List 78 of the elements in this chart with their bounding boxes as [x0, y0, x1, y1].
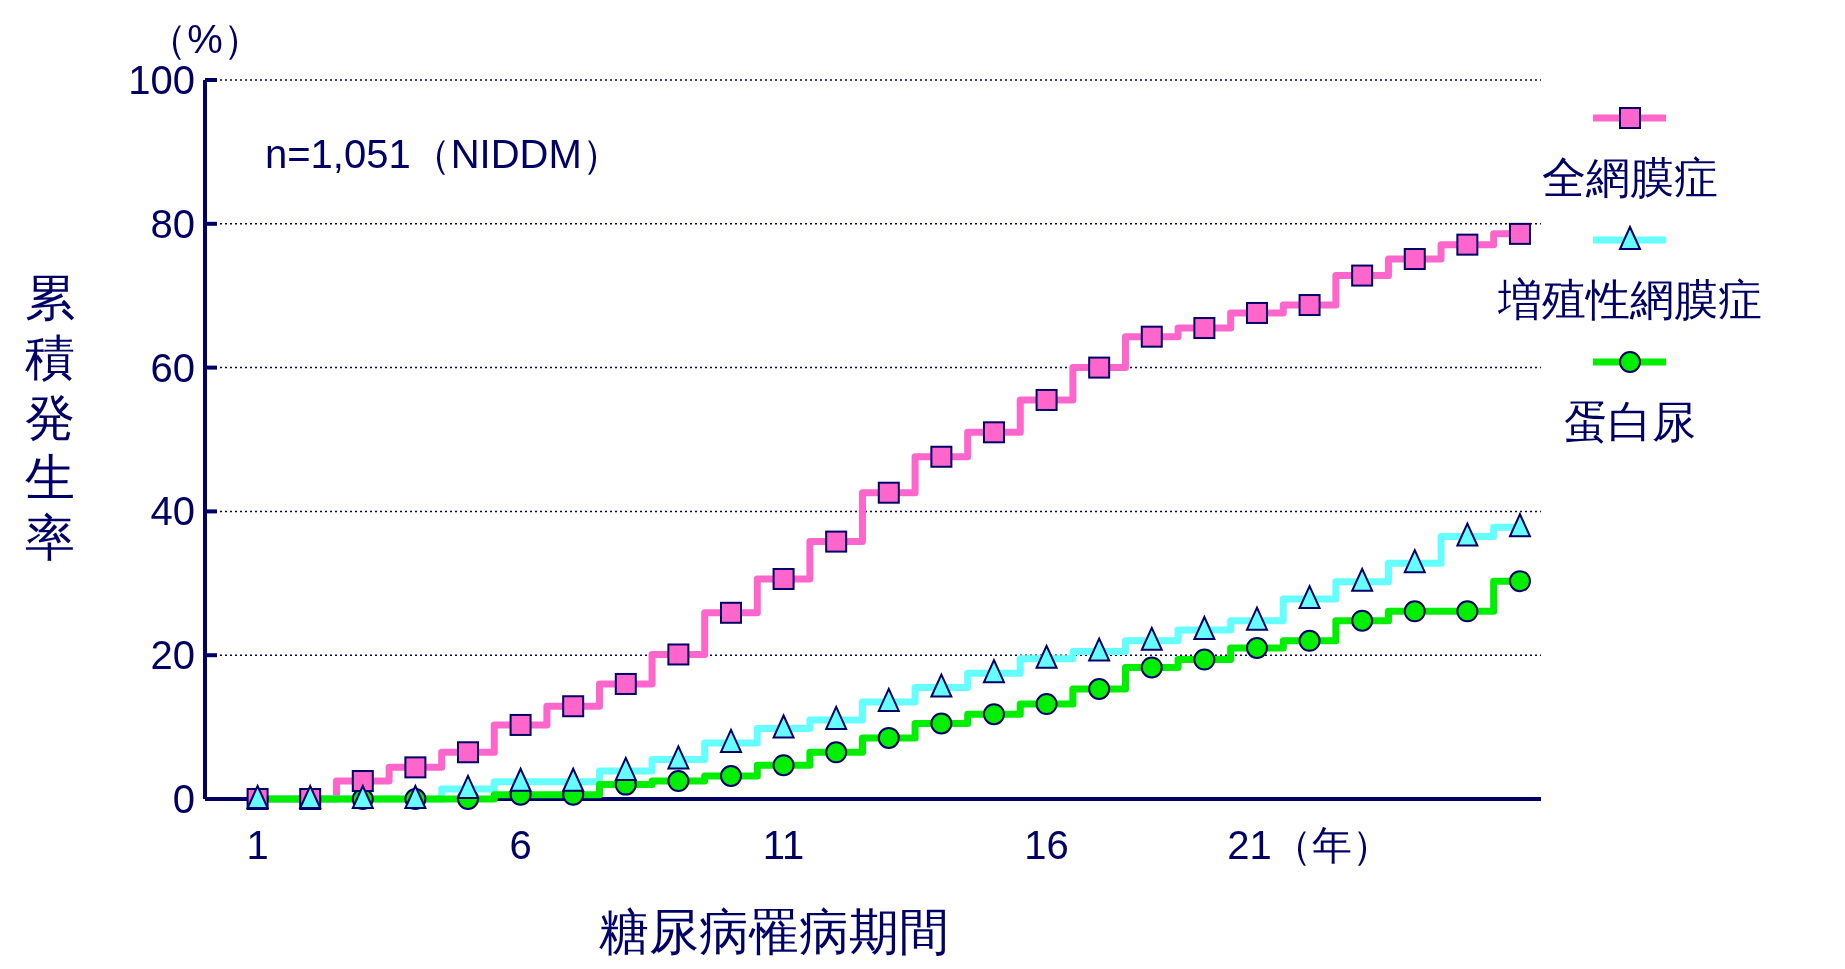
point — [1140, 656, 1163, 679]
point — [1035, 388, 1058, 411]
point — [1456, 522, 1479, 547]
point — [1351, 567, 1374, 592]
point — [509, 767, 532, 792]
point — [1193, 317, 1216, 340]
point — [1088, 677, 1111, 700]
point — [825, 705, 848, 730]
point — [562, 695, 585, 718]
point — [1508, 570, 1531, 593]
point — [982, 421, 1005, 444]
point — [719, 764, 742, 787]
point — [877, 687, 900, 712]
point — [719, 728, 742, 753]
y-tick-label: 0 — [172, 777, 195, 821]
text: （%） — [147, 17, 263, 61]
point — [1193, 648, 1216, 671]
x-tick-label: 6 — [509, 823, 532, 867]
point — [614, 672, 637, 695]
point — [877, 481, 900, 504]
point — [772, 714, 795, 739]
point — [562, 767, 585, 792]
point — [772, 567, 795, 590]
point — [1456, 600, 1479, 623]
x-tick-label: 16 — [1024, 823, 1069, 867]
point — [1298, 585, 1321, 610]
point — [351, 770, 374, 793]
point — [1403, 248, 1426, 271]
point — [1456, 233, 1479, 256]
x-tick-label: 1 — [246, 823, 269, 867]
point — [1351, 609, 1374, 632]
point — [1403, 600, 1426, 623]
point — [772, 754, 795, 777]
legend-label: 増殖性網膜症 — [1497, 275, 1762, 324]
legend-label: 蛋白尿 — [1564, 397, 1696, 446]
point — [877, 726, 900, 749]
point — [1351, 264, 1374, 287]
point — [667, 643, 690, 666]
point — [1245, 637, 1268, 660]
point — [667, 745, 690, 770]
y-tick-label: 60 — [150, 345, 195, 390]
y-tick-label: 40 — [150, 489, 195, 534]
point — [1245, 606, 1268, 631]
point — [1245, 301, 1268, 324]
point — [456, 774, 479, 799]
point — [1193, 616, 1216, 641]
point — [1403, 549, 1426, 574]
point — [825, 741, 848, 764]
x-tick-label: 11 — [762, 823, 805, 867]
point — [930, 712, 953, 735]
point — [825, 530, 848, 553]
y-axis-title: 累積発生率 — [25, 269, 75, 566]
point — [1140, 626, 1163, 651]
point — [1088, 637, 1111, 662]
x-tick-label: 21（年） — [1227, 823, 1392, 867]
point — [1035, 644, 1058, 669]
point — [1298, 629, 1321, 652]
point — [404, 756, 427, 779]
point — [719, 601, 742, 624]
point — [1088, 356, 1111, 379]
point — [1508, 222, 1531, 245]
y-tick-label: 20 — [150, 633, 195, 678]
point — [982, 703, 1005, 726]
point — [1298, 294, 1321, 317]
point — [1140, 325, 1163, 348]
point — [982, 659, 1005, 684]
point — [456, 741, 479, 764]
x-axis-title: 糖尿病罹病期間 — [598, 904, 949, 960]
legend-label: 全網膜症 — [1542, 153, 1718, 202]
point — [509, 713, 532, 736]
point — [1508, 513, 1531, 538]
annotation: n=1,051（NIDDM） — [265, 132, 622, 176]
point — [930, 673, 953, 698]
point — [614, 756, 637, 781]
point — [667, 770, 690, 793]
y-tick-label: 80 — [150, 201, 195, 246]
point — [1035, 693, 1058, 716]
point — [930, 445, 953, 468]
